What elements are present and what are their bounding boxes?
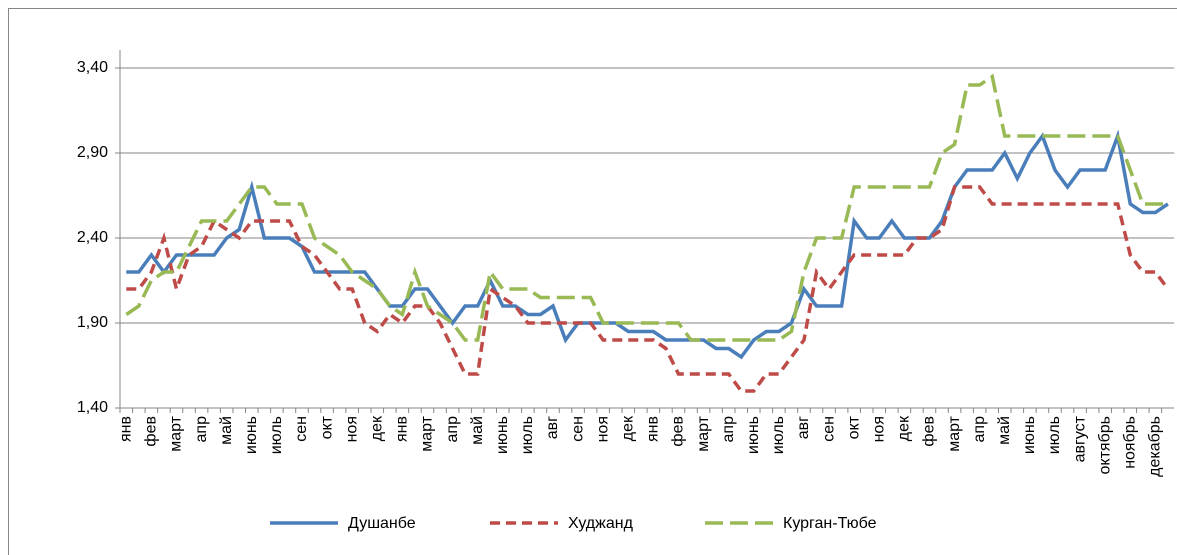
x-tick-label: ноя: [594, 416, 611, 442]
x-tick-label: ноя: [343, 416, 360, 442]
x-tick-label: дек: [368, 415, 385, 441]
x-tick-label: июнь: [1021, 416, 1038, 454]
x-tick-label: дек: [619, 415, 636, 441]
y-tick-label: 3,40: [77, 59, 108, 76]
x-tick-label: март: [419, 415, 436, 451]
x-tick-label: июль: [1046, 416, 1063, 454]
x-tick-label: май: [218, 416, 235, 445]
x-tick-label: декабрь: [1147, 416, 1164, 477]
x-tick-label: август: [1071, 415, 1088, 462]
legend-label: Душанбе: [348, 515, 416, 532]
x-tick-label: март: [695, 415, 712, 451]
y-tick-label: 1,90: [77, 314, 108, 331]
y-tick-label: 1,40: [77, 399, 108, 416]
series-line: [126, 129, 1169, 360]
x-tick-label: сен: [820, 416, 837, 442]
x-tick-label: сен: [293, 416, 310, 442]
y-tick-label: 2,40: [77, 229, 108, 246]
x-tick-label: июль: [770, 416, 787, 454]
x-tick-label: янв: [117, 416, 134, 442]
x-tick-label: апр: [971, 416, 988, 443]
x-tick-label: март: [168, 415, 185, 451]
x-tick-label: сен: [569, 416, 586, 442]
x-tick-label: ноя: [870, 416, 887, 442]
x-tick-label: июль: [519, 416, 536, 454]
x-tick-label: янв: [645, 416, 662, 442]
legend-label: Худжанд: [568, 515, 634, 532]
legend-label: Курган-Тюбе: [783, 515, 877, 532]
x-tick-label: июнь: [243, 416, 260, 454]
series-line: [126, 185, 1170, 393]
x-tick-label: июнь: [494, 416, 511, 454]
x-tick-label: янв: [394, 416, 411, 442]
x-tick-label: окт: [318, 415, 335, 439]
x-tick-label: апр: [444, 416, 461, 443]
x-tick-label: апр: [193, 416, 210, 443]
x-tick-label: фев: [670, 416, 687, 447]
x-tick-label: май: [996, 416, 1013, 445]
x-tick-label: авг: [795, 416, 812, 439]
x-tick-label: ноябрь: [1121, 416, 1138, 469]
y-tick-label: 2,90: [77, 144, 108, 161]
x-tick-label: фев: [143, 416, 160, 447]
x-tick-label: март: [946, 415, 963, 451]
x-tick-label: июнь: [745, 416, 762, 454]
x-tick-label: июль: [268, 416, 285, 454]
x-tick-label: окт: [845, 415, 862, 439]
x-tick-label: дек: [896, 415, 913, 441]
x-tick-label: апр: [720, 416, 737, 443]
x-tick-label: фев: [921, 416, 938, 447]
x-tick-label: авг: [544, 416, 561, 439]
chart-frame: [8, 8, 1177, 555]
x-tick-label: октябрь: [1096, 416, 1113, 474]
x-tick-label: май: [469, 416, 486, 445]
series-line: [125, 73, 1168, 342]
